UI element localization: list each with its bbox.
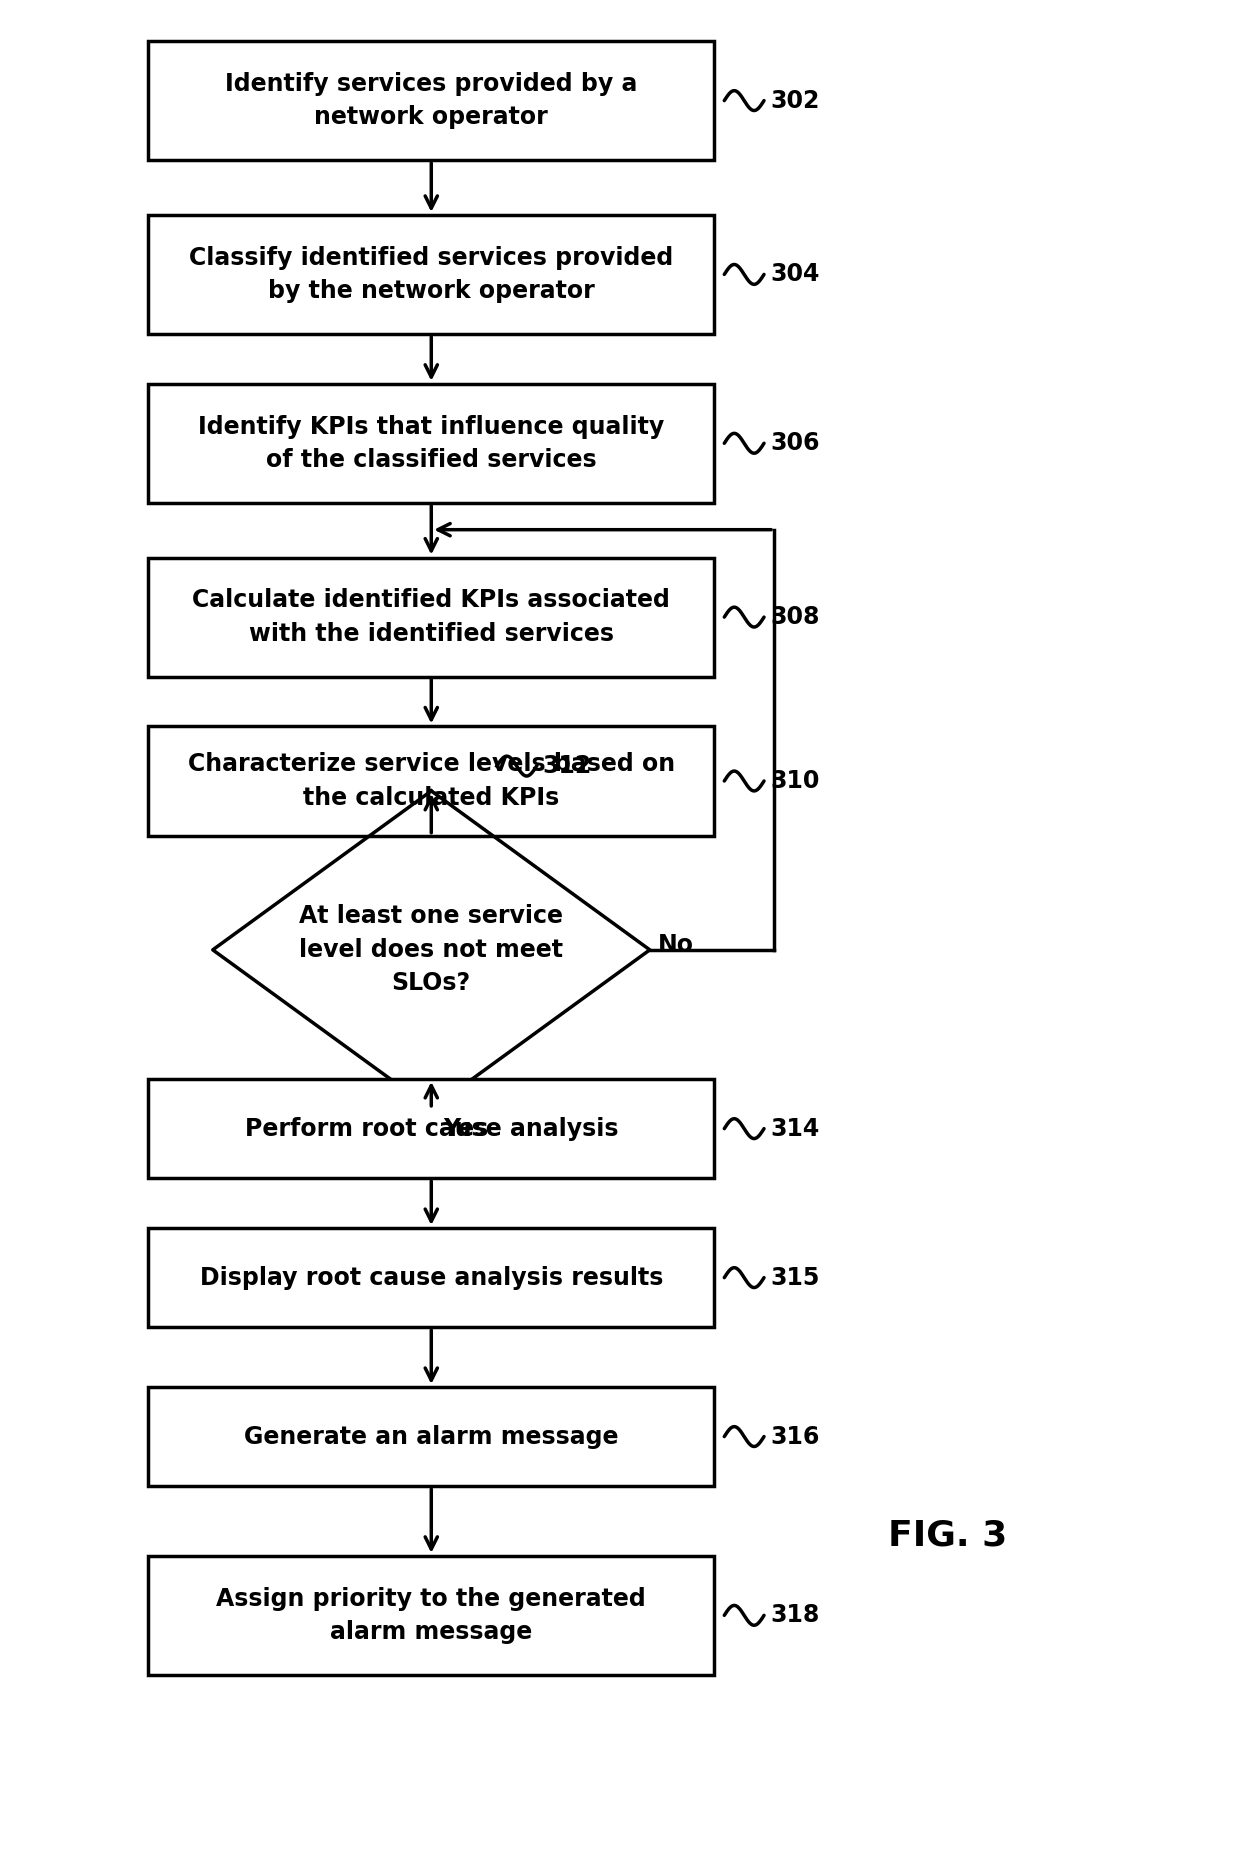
Text: Generate an alarm message: Generate an alarm message <box>244 1425 619 1449</box>
Text: 304: 304 <box>770 262 820 286</box>
Text: 310: 310 <box>770 770 820 792</box>
Text: Identify services provided by a
network operator: Identify services provided by a network … <box>226 72 637 130</box>
Text: Assign priority to the generated
alarm message: Assign priority to the generated alarm m… <box>217 1586 646 1644</box>
Text: 314: 314 <box>770 1117 820 1141</box>
Bar <box>149 1080 714 1178</box>
Text: At least one service
level does not meet
SLOs?: At least one service level does not meet… <box>299 905 563 996</box>
Text: 315: 315 <box>770 1265 820 1289</box>
Text: Characterize service levels based on
the calculated KPIs: Characterize service levels based on the… <box>187 753 675 811</box>
Bar <box>149 1556 714 1675</box>
Text: Calculate identified KPIs associated
with the identified services: Calculate identified KPIs associated wit… <box>192 588 670 646</box>
Text: Identify KPIs that influence quality
of the classified services: Identify KPIs that influence quality of … <box>198 414 665 471</box>
Bar <box>149 41 714 160</box>
Bar <box>149 215 714 334</box>
Bar <box>149 558 714 677</box>
Text: Classify identified services provided
by the network operator: Classify identified services provided by… <box>190 245 673 302</box>
Bar <box>149 1388 714 1486</box>
Text: 312: 312 <box>543 755 591 777</box>
Bar <box>149 1228 714 1328</box>
Text: 316: 316 <box>770 1425 820 1449</box>
Bar <box>149 727 714 835</box>
Text: FIG. 3: FIG. 3 <box>888 1519 1007 1553</box>
Text: 302: 302 <box>770 89 820 113</box>
Polygon shape <box>213 790 650 1109</box>
Text: 318: 318 <box>770 1603 820 1627</box>
Text: Display root cause analysis results: Display root cause analysis results <box>200 1265 663 1289</box>
Text: 308: 308 <box>770 605 820 629</box>
Text: 306: 306 <box>770 430 820 454</box>
Text: Perform root cause analysis: Perform root cause analysis <box>244 1117 618 1141</box>
Text: No: No <box>657 933 693 957</box>
Bar <box>149 384 714 503</box>
Text: Yes: Yes <box>443 1117 489 1141</box>
